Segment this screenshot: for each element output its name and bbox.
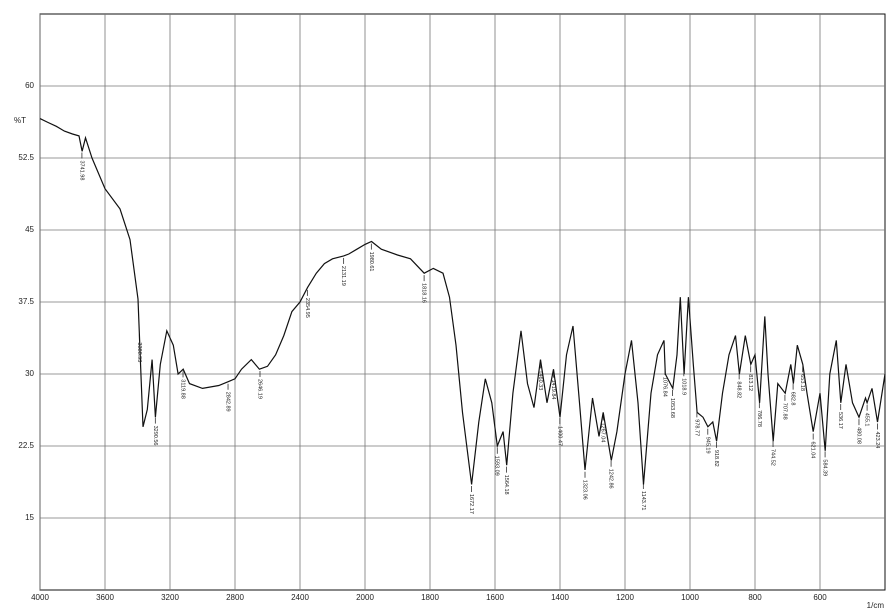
- y-tick-label: 45: [25, 225, 34, 234]
- x-tick-label: 1000: [681, 593, 699, 602]
- peak-label: 1818.16: [421, 283, 427, 303]
- peak-label: 423.24: [874, 432, 880, 449]
- peak-label: 2646.19: [257, 379, 263, 399]
- y-tick-label: 22.5: [18, 441, 34, 450]
- x-tick-label: 1200: [616, 593, 634, 602]
- x-axis-unit: 1/cm: [867, 601, 885, 610]
- peak-label: 1564.18: [503, 475, 509, 495]
- x-tick-label: 1600: [486, 593, 504, 602]
- x-tick-label: 800: [748, 593, 762, 602]
- peak-label: 1076.84: [662, 377, 668, 397]
- peak-label: 1053.68: [669, 398, 675, 418]
- peak-label: 3119.88: [180, 379, 186, 398]
- x-tick-label: 600: [813, 593, 827, 602]
- peak-label: 1419.84: [550, 380, 556, 400]
- x-tick-label: 2800: [226, 593, 244, 602]
- peak-label: 1980.61: [368, 252, 374, 272]
- peak-label: 455.1: [864, 413, 870, 427]
- peak-label: 3741.98: [78, 161, 84, 181]
- peak-label: 848.82: [736, 381, 742, 398]
- spectrum-line: [39, 118, 886, 485]
- peak-label: 945.19: [704, 437, 710, 454]
- peak-label: 1018.9: [680, 378, 686, 395]
- peak-label: 2131.19: [340, 266, 346, 286]
- peak-label: 1143.71: [640, 491, 646, 510]
- x-tick-label: 1800: [421, 593, 439, 602]
- x-tick-label: 2000: [356, 593, 374, 602]
- y-tick-label: 37.5: [18, 297, 34, 306]
- peak-label: 621.04: [810, 442, 816, 459]
- peak-label: 584.39: [822, 459, 828, 476]
- peak-label: 1593.09: [494, 456, 500, 476]
- peak-label: 707.88: [781, 403, 787, 420]
- peak-label: 2354.95: [304, 298, 310, 318]
- peak-label: 480.08: [856, 427, 862, 444]
- peak-label: 1672.17: [468, 494, 474, 514]
- peak-label: 1460.33: [537, 370, 543, 390]
- peak-label: 2842.89: [225, 392, 231, 412]
- peak-label: 536.17: [837, 412, 843, 429]
- peak-label: 786.78: [756, 410, 762, 427]
- x-tick-label: 3600: [96, 593, 114, 602]
- y-tick-label: 52.5: [18, 153, 34, 162]
- x-tick-label: 2400: [291, 593, 309, 602]
- y-tick-label: 60: [25, 81, 34, 90]
- peak-label: 3388.93: [136, 342, 142, 362]
- peak-label: 1267.04: [600, 423, 606, 443]
- peak-label: 813.12: [747, 374, 753, 391]
- peak-label: 978.77: [693, 419, 699, 436]
- peak-label: 1323.06: [582, 480, 588, 500]
- x-tick-label: 1400: [551, 593, 569, 602]
- peak-label: 3290.56: [152, 426, 158, 446]
- peak-label: 918.82: [713, 450, 719, 467]
- peak-label: 744.52: [770, 449, 776, 466]
- peak-label: 653.18: [799, 374, 805, 391]
- peak-label: 1242.86: [608, 469, 614, 489]
- y-tick-label: 30: [25, 369, 34, 378]
- peak-label: 682.8: [790, 392, 796, 406]
- peak-label: 1400.47: [556, 426, 562, 446]
- x-tick-label: 4000: [31, 593, 49, 602]
- y-axis-label: %T: [14, 116, 26, 125]
- x-tick-label: 3200: [161, 593, 179, 602]
- y-tick-label: 15: [25, 513, 34, 522]
